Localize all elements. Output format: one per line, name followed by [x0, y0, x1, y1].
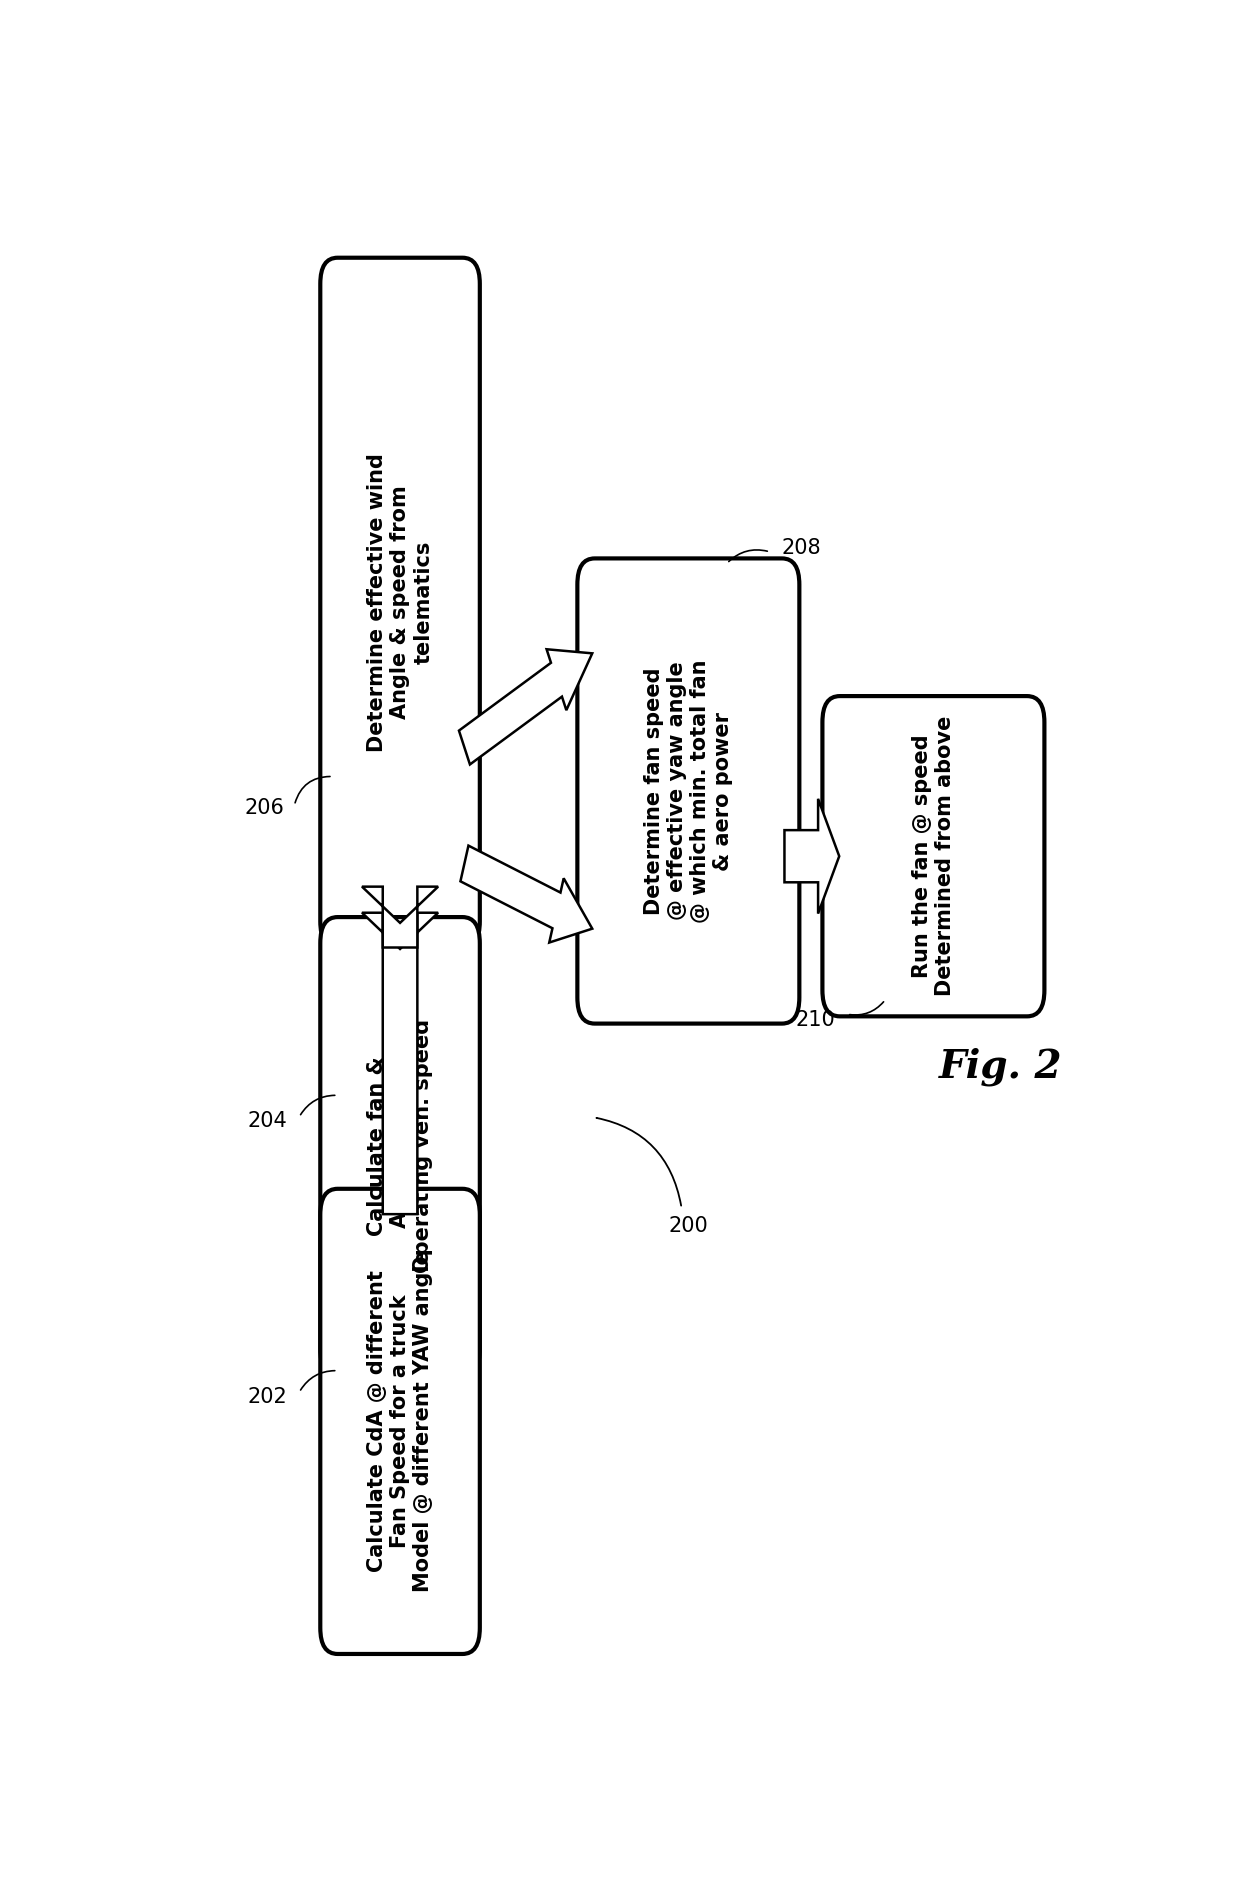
Text: 200: 200 — [668, 1216, 708, 1236]
Text: Calculate CdA @ different
Fan Speed for a truck
Model @ different YAW angle: Calculate CdA @ different Fan Speed for … — [367, 1250, 433, 1592]
Polygon shape — [460, 845, 593, 943]
FancyBboxPatch shape — [578, 559, 800, 1024]
Text: 206: 206 — [244, 798, 285, 819]
Polygon shape — [362, 886, 438, 947]
FancyBboxPatch shape — [320, 917, 480, 1376]
Polygon shape — [362, 913, 438, 1214]
Text: 202: 202 — [248, 1387, 288, 1406]
FancyBboxPatch shape — [822, 696, 1044, 1016]
Text: Calculate fan &
Aero power @
Operating veh. speed: Calculate fan & Aero power @ Operating v… — [367, 1018, 433, 1272]
Text: Run the fan @ speed
Determined from above: Run the fan @ speed Determined from abov… — [911, 715, 955, 996]
Text: Determine fan speed
@ effective yaw angle
@ which min. total fan
& aero power: Determine fan speed @ effective yaw angl… — [644, 659, 733, 922]
Polygon shape — [459, 649, 593, 764]
Text: 208: 208 — [781, 538, 821, 557]
Polygon shape — [785, 798, 839, 913]
Text: 210: 210 — [796, 1011, 836, 1029]
Text: 204: 204 — [248, 1112, 288, 1131]
FancyBboxPatch shape — [320, 1189, 480, 1654]
FancyBboxPatch shape — [320, 258, 480, 947]
Text: Determine effective wind
Angle & speed from
telematics: Determine effective wind Angle & speed f… — [367, 454, 433, 753]
Text: Fig. 2: Fig. 2 — [939, 1046, 1063, 1086]
